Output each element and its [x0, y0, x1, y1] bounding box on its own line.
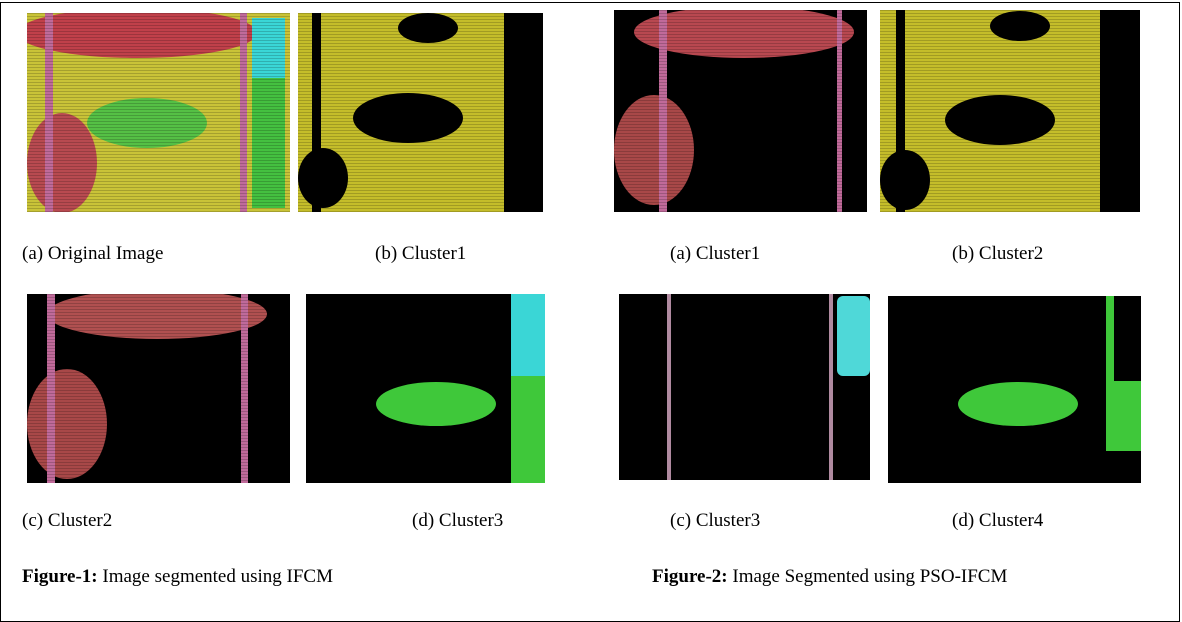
cluster-image	[306, 294, 545, 483]
caption-text: Image segmented using IFCM	[102, 566, 333, 587]
panel-label: (c) Cluster2	[22, 510, 112, 532]
panel-label: (d) Cluster3	[412, 510, 503, 532]
figure-caption: Figure-2: Image Segmented using PSO-IFCM	[652, 566, 1007, 588]
cluster-image	[298, 13, 543, 212]
cluster-image	[614, 10, 867, 212]
panel-label: (a) Cluster1	[670, 243, 760, 265]
figure-caption: Figure-1: Image segmented using IFCM	[22, 566, 333, 588]
page: (a) Original Image (b) Cluster1 (c) Clus…	[0, 0, 1182, 596]
panel-label: (b) Cluster1	[375, 243, 466, 265]
cluster-image	[888, 296, 1141, 483]
cluster-image	[619, 294, 870, 480]
panel-label: (b) Cluster2	[952, 243, 1043, 265]
caption-label: Figure-2:	[652, 566, 728, 587]
cluster-image	[27, 294, 290, 483]
panel-label: (a) Original Image	[22, 243, 163, 265]
panel-label: (d) Cluster4	[952, 510, 1043, 532]
panel-label: (c) Cluster3	[670, 510, 760, 532]
caption-label: Figure-1:	[22, 566, 98, 587]
original-image	[27, 13, 290, 212]
cluster-image	[880, 10, 1140, 212]
caption-text: Image Segmented using PSO-IFCM	[732, 566, 1007, 587]
